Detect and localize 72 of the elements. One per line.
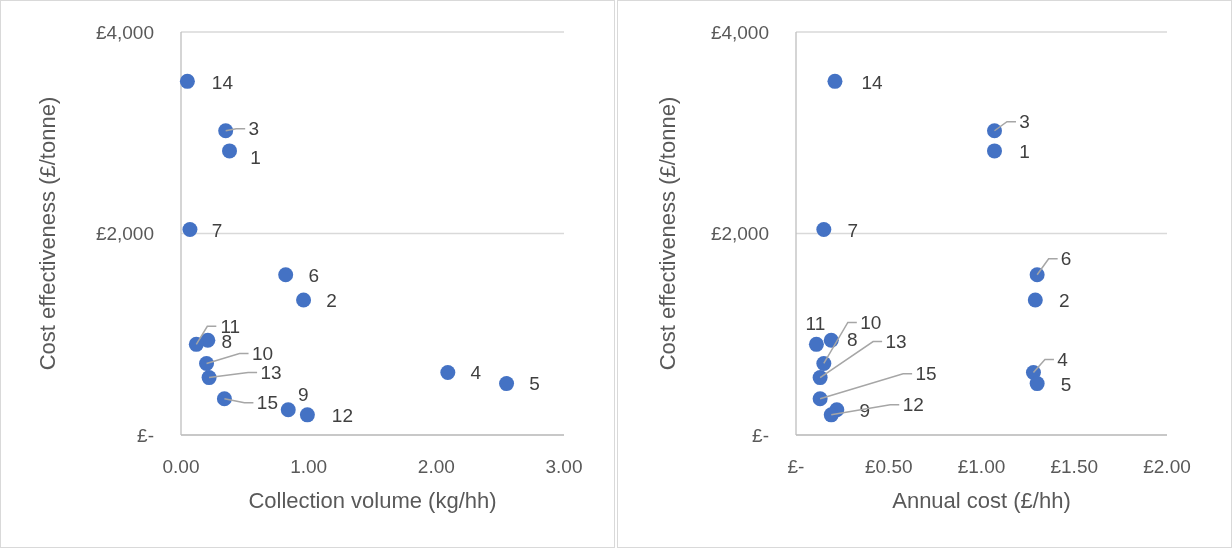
point <box>440 365 456 381</box>
annotation: 15 <box>915 363 937 385</box>
y-tick-label: £2,000 <box>95 223 154 244</box>
annotation: 12 <box>902 394 924 416</box>
x-axis-title: Annual cost (£/hh) <box>892 487 1071 513</box>
annotation: 15 <box>256 392 278 414</box>
y-tick-label: £- <box>752 424 769 446</box>
point <box>278 267 294 283</box>
point <box>199 355 215 371</box>
y-axis-title: Cost effectiveness (£/tonne) <box>654 96 680 371</box>
point <box>823 407 839 423</box>
x-axis-title: Collection volume (kg/hh) <box>248 487 497 513</box>
annotation: 13 <box>260 362 282 384</box>
annotation: 9 <box>297 384 309 406</box>
x-tick-label: £2.00 <box>1143 455 1191 477</box>
point <box>218 123 234 139</box>
point <box>827 73 843 89</box>
point <box>179 73 195 89</box>
annotation: 3 <box>248 118 259 140</box>
annotation: 13 <box>885 331 907 353</box>
point <box>1029 376 1045 392</box>
annotation: 5 <box>1060 374 1072 396</box>
point <box>812 391 828 407</box>
annotation: 2 <box>326 290 337 312</box>
x-tick-label: 0.00 <box>162 455 200 477</box>
y-tick-label: £4,000 <box>95 21 154 43</box>
point <box>280 402 296 418</box>
point <box>201 370 217 386</box>
y-tick-label: £2,000 <box>710 223 769 244</box>
point <box>1029 267 1045 283</box>
y-axis-title: Cost effectiveness (£/tonne) <box>34 96 60 371</box>
point <box>1027 292 1043 308</box>
point <box>296 292 312 308</box>
annotation: 14 <box>211 71 234 93</box>
annotation: 10 <box>251 342 274 364</box>
annotation: 4 <box>1057 349 1069 371</box>
point <box>808 336 824 352</box>
annotation: 1 <box>250 147 261 169</box>
x-tick-label: £1.50 <box>1050 455 1099 477</box>
point <box>812 370 828 386</box>
annotation: 1 <box>1019 141 1030 163</box>
point <box>299 407 315 423</box>
x-tick-label: £- <box>787 455 805 477</box>
point <box>499 376 515 392</box>
point <box>216 391 232 407</box>
annotation: 11 <box>805 312 826 334</box>
annotation: 5 <box>529 373 540 395</box>
annotation: 8 <box>846 328 858 350</box>
point <box>816 355 832 371</box>
point <box>188 336 204 352</box>
annotation: 10 <box>860 311 882 333</box>
point <box>986 143 1002 159</box>
annotation: 7 <box>847 219 859 241</box>
annotation: 14 <box>861 71 883 93</box>
x-tick-label: 2.00 <box>417 455 455 477</box>
annotation: 7 <box>211 219 223 241</box>
x-tick-label: £1.00 <box>957 455 1006 477</box>
y-tick-label: £- <box>137 424 154 446</box>
point <box>222 143 238 159</box>
annotation: 2 <box>1059 290 1070 312</box>
annotation: 12 <box>331 405 353 427</box>
annotation: 6 <box>1060 248 1072 270</box>
x-tick-label: 3.00 <box>545 455 583 477</box>
annotation: 4 <box>470 362 482 384</box>
y-tick-label: £4,000 <box>710 21 769 43</box>
point <box>986 123 1002 139</box>
annotation: 6 <box>308 265 319 287</box>
x-tick-label: £0.50 <box>864 455 913 477</box>
point <box>182 221 198 237</box>
point <box>816 221 832 237</box>
x-tick-label: 1.00 <box>290 455 328 477</box>
annotation: 3 <box>1019 111 1030 133</box>
